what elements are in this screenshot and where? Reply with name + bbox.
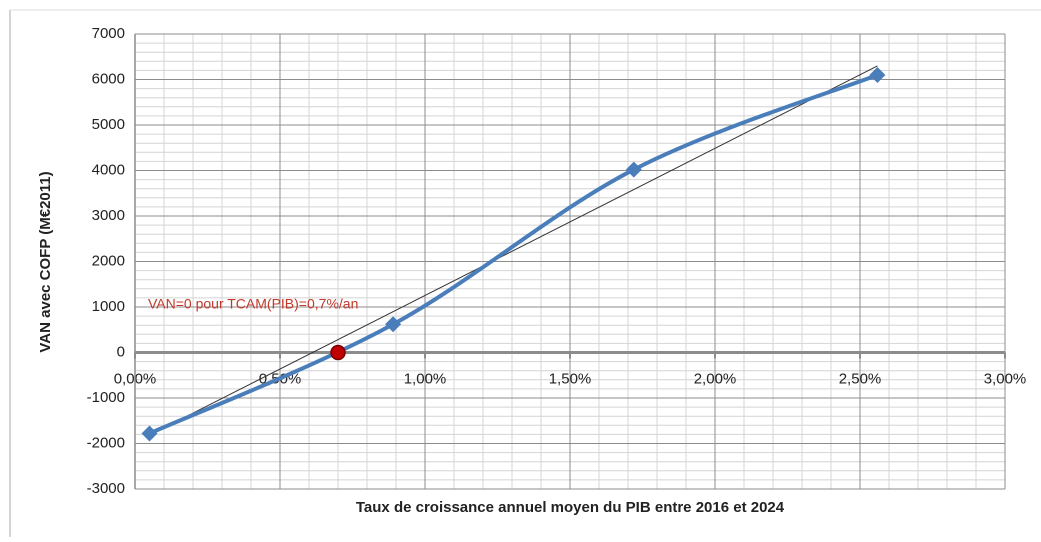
y-tick-label: -2000 [87,434,125,451]
y-tick-label: 7000 [92,25,125,42]
y-tick-label: 4000 [92,161,125,178]
y-tick-label: -1000 [87,389,125,406]
y-tick-label: -3000 [87,480,125,497]
annotation: VAN=0 pour TCAM(PIB)=0,7%/an [148,296,358,312]
x-tick-label: 2,50% [839,370,882,387]
trendline [149,65,878,436]
y-axis-title: VAN avec COFP (M€2011) [37,171,54,352]
y-tick-label: 3000 [92,207,125,224]
y-tick-label: 0 [117,343,125,360]
x-tick-label: 1,50% [549,370,592,387]
marker [625,161,642,178]
marker [385,316,402,333]
y-tick-label: 1000 [92,298,125,315]
highlight-point [330,344,346,361]
y-tick-label: 5000 [92,116,125,133]
y-tick-label: 6000 [92,70,125,87]
y-tick-label: 2000 [92,252,125,269]
line [148,73,879,436]
x-tick-label: 1,00% [404,370,447,387]
x-tick-label: 2,00% [694,370,737,387]
marker [141,425,158,442]
x-axis-title: Taux de croissance annuel moyen du PIB e… [356,499,785,516]
marker [869,66,886,83]
x-tick-label: 3,00% [984,370,1027,387]
